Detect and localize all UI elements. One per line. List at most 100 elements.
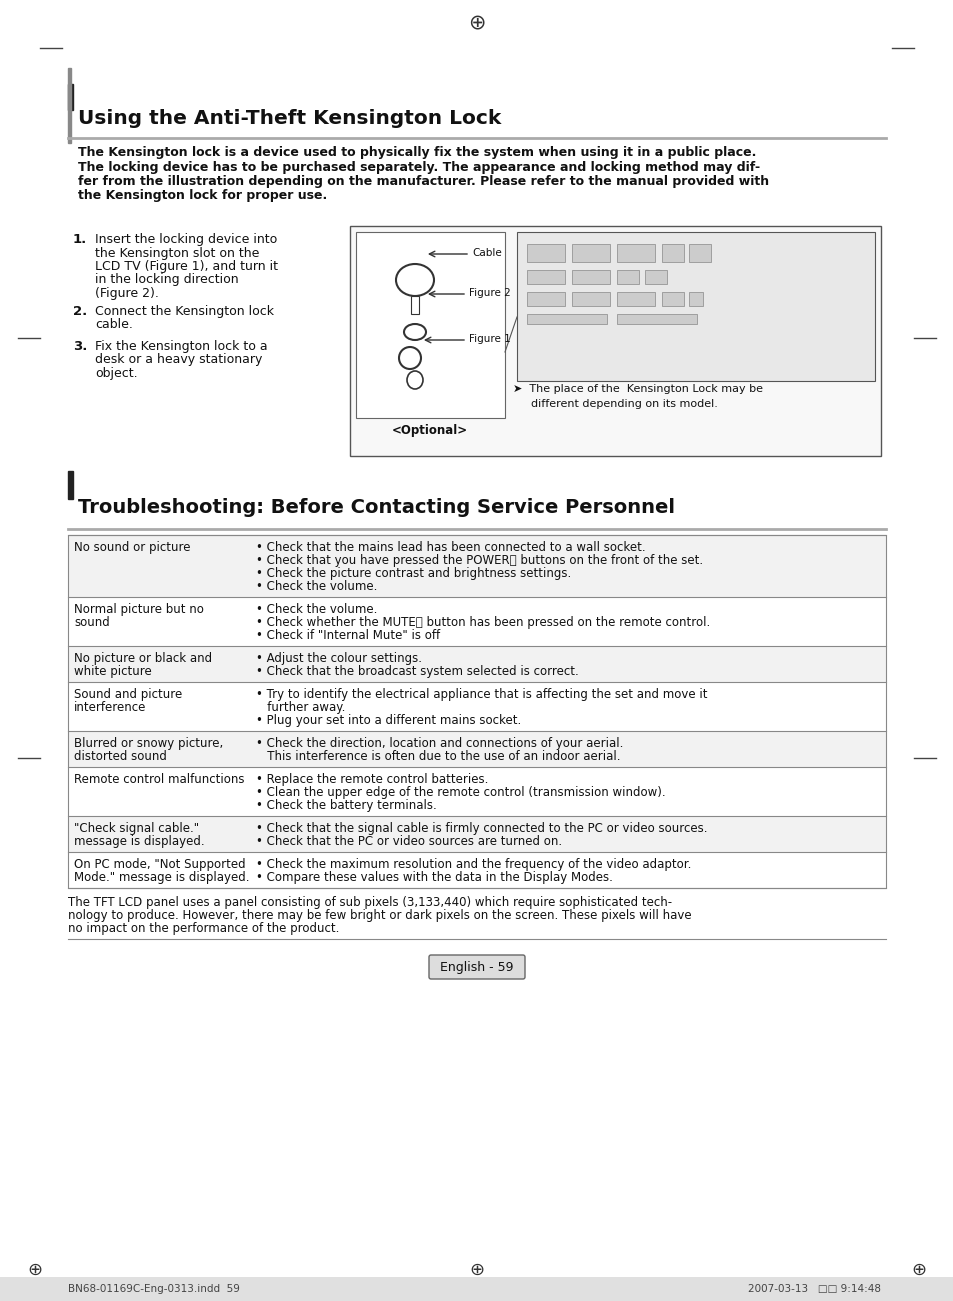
Bar (411, 297, 418, 314)
Bar (617, 314, 697, 324)
Text: • Check whether the MUTE🔇 button has been pressed on the remote control.: • Check whether the MUTE🔇 button has bee… (255, 615, 709, 628)
Bar (68, 471, 73, 500)
Text: ⊕: ⊕ (468, 12, 485, 33)
Text: • Check the direction, location and connections of your aerial.: • Check the direction, location and conn… (255, 736, 622, 749)
Text: This interference is often due to the use of an indoor aerial.: This interference is often due to the us… (255, 749, 619, 762)
Bar (68, 731, 885, 768)
Text: • Check that the broadcast system selected is correct.: • Check that the broadcast system select… (255, 665, 578, 678)
Text: 2.: 2. (73, 304, 87, 317)
Bar (526, 314, 606, 324)
Text: • Check the battery terminals.: • Check the battery terminals. (255, 799, 436, 812)
Text: message is displayed.: message is displayed. (74, 835, 204, 848)
Text: in the locking direction: in the locking direction (95, 273, 238, 286)
Text: • Check the maximum resolution and the frequency of the video adaptor.: • Check the maximum resolution and the f… (255, 857, 691, 870)
Bar (517, 232, 874, 381)
Bar (644, 271, 666, 284)
Bar (688, 291, 702, 306)
Text: Figure 1: Figure 1 (469, 334, 510, 343)
Bar (688, 245, 710, 262)
Text: No picture or black and: No picture or black and (74, 652, 212, 665)
Text: Figure 2: Figure 2 (469, 288, 510, 298)
Text: cable.: cable. (95, 319, 132, 332)
Text: further away.: further away. (255, 701, 345, 714)
Text: Remote control malfunctions: Remote control malfunctions (74, 773, 244, 786)
Bar (617, 291, 655, 306)
Text: • Plug your set into a different mains socket.: • Plug your set into a different mains s… (255, 714, 520, 727)
Text: the Kensington lock for proper use.: the Kensington lock for proper use. (78, 190, 327, 203)
Text: • Check that the mains lead has been connected to a wall socket.: • Check that the mains lead has been con… (255, 541, 645, 554)
Bar (68, 768, 885, 816)
Text: • Replace the remote control batteries.: • Replace the remote control batteries. (255, 773, 488, 786)
Text: • Compare these values with the data in the Display Modes.: • Compare these values with the data in … (255, 870, 612, 883)
Bar (68, 85, 73, 111)
Text: Insert the locking device into: Insert the locking device into (95, 233, 277, 246)
Text: • Check the volume.: • Check the volume. (255, 602, 377, 615)
Bar (68, 816, 885, 852)
Text: distorted sound: distorted sound (74, 749, 167, 762)
Text: Blurred or snowy picture,: Blurred or snowy picture, (74, 736, 223, 749)
Text: fer from the illustration depending on the manufacturer. Please refer to the man: fer from the illustration depending on t… (78, 176, 768, 189)
Text: "Check signal cable.": "Check signal cable." (74, 822, 199, 835)
Text: no impact on the performance of the product.: no impact on the performance of the prod… (68, 922, 339, 935)
Bar (355, 232, 504, 418)
Text: The locking device has to be purchased separately. The appearance and locking me: The locking device has to be purchased s… (78, 160, 760, 173)
Bar (68, 535, 885, 889)
Bar (661, 291, 683, 306)
Text: object.: object. (95, 367, 137, 380)
Text: • Adjust the colour settings.: • Adjust the colour settings. (255, 652, 421, 665)
Text: desk or a heavy stationary: desk or a heavy stationary (95, 354, 262, 367)
Text: • Check that the PC or video sources are turned on.: • Check that the PC or video sources are… (255, 835, 561, 848)
Text: On PC mode, "Not Supported: On PC mode, "Not Supported (74, 857, 245, 870)
Bar (661, 245, 683, 262)
Text: Cable: Cable (472, 248, 501, 258)
Text: • Check that you have pressed the POWER⏻ buttons on the front of the set.: • Check that you have pressed the POWER⏻… (255, 554, 702, 567)
Bar (0, 1278, 953, 1301)
Text: ⊕: ⊕ (469, 1261, 484, 1279)
Text: Mode." message is displayed.: Mode." message is displayed. (74, 870, 250, 883)
Text: • Try to identify the electrical appliance that is affecting the set and move it: • Try to identify the electrical applian… (255, 688, 707, 701)
Bar (68, 647, 885, 682)
Text: Troubleshooting: Before Contacting Service Personnel: Troubleshooting: Before Contacting Servi… (78, 498, 675, 516)
Text: • Check that the signal cable is firmly connected to the PC or video sources.: • Check that the signal cable is firmly … (255, 822, 707, 835)
Bar (68, 682, 885, 731)
Text: Fix the Kensington lock to a: Fix the Kensington lock to a (95, 340, 268, 353)
Text: different depending on its model.: different depending on its model. (531, 399, 717, 409)
Bar (572, 245, 609, 262)
Bar (68, 852, 885, 889)
Text: ➤  The place of the  Kensington Lock may be: ➤ The place of the Kensington Lock may b… (513, 384, 762, 394)
Text: ⊕: ⊕ (910, 1261, 925, 1279)
Text: • Check if "Internal Mute" is off: • Check if "Internal Mute" is off (255, 628, 439, 641)
Text: the Kensington slot on the: the Kensington slot on the (95, 246, 259, 259)
Text: 2007-03-13   □□ 9:14:48: 2007-03-13 □□ 9:14:48 (747, 1284, 880, 1294)
Bar (526, 271, 564, 284)
Text: 3.: 3. (73, 340, 88, 353)
Bar (68, 68, 71, 143)
FancyBboxPatch shape (429, 955, 524, 978)
Bar (68, 597, 885, 647)
Text: Connect the Kensington lock: Connect the Kensington lock (95, 304, 274, 317)
Bar (526, 291, 564, 306)
Text: • Check the volume.: • Check the volume. (255, 580, 377, 593)
Text: English - 59: English - 59 (439, 961, 514, 974)
Bar (68, 535, 885, 597)
Bar (617, 271, 639, 284)
Text: The TFT LCD panel uses a panel consisting of sub pixels (3,133,440) which requir: The TFT LCD panel uses a panel consistin… (68, 896, 672, 909)
Text: ⊕: ⊕ (28, 1261, 43, 1279)
Text: Using the Anti-Theft Kensington Lock: Using the Anti-Theft Kensington Lock (78, 109, 500, 127)
Text: • Clean the upper edge of the remote control (transmission window).: • Clean the upper edge of the remote con… (255, 786, 665, 799)
Bar (572, 271, 609, 284)
Text: • Check the picture contrast and brightness settings.: • Check the picture contrast and brightn… (255, 567, 571, 580)
Text: BN68-01169C-Eng-0313.indd  59: BN68-01169C-Eng-0313.indd 59 (68, 1284, 239, 1294)
Text: sound: sound (74, 615, 110, 628)
Bar (617, 245, 655, 262)
Text: LCD TV (Figure 1), and turn it: LCD TV (Figure 1), and turn it (95, 260, 277, 273)
Bar (350, 226, 880, 455)
Text: 1.: 1. (73, 233, 87, 246)
Text: Sound and picture: Sound and picture (74, 688, 182, 701)
Text: Normal picture but no: Normal picture but no (74, 602, 204, 615)
Text: The Kensington lock is a device used to physically fix the system when using it : The Kensington lock is a device used to … (78, 146, 756, 159)
Text: (Figure 2).: (Figure 2). (95, 288, 159, 301)
Text: white picture: white picture (74, 665, 152, 678)
Bar (572, 291, 609, 306)
Text: No sound or picture: No sound or picture (74, 541, 191, 554)
